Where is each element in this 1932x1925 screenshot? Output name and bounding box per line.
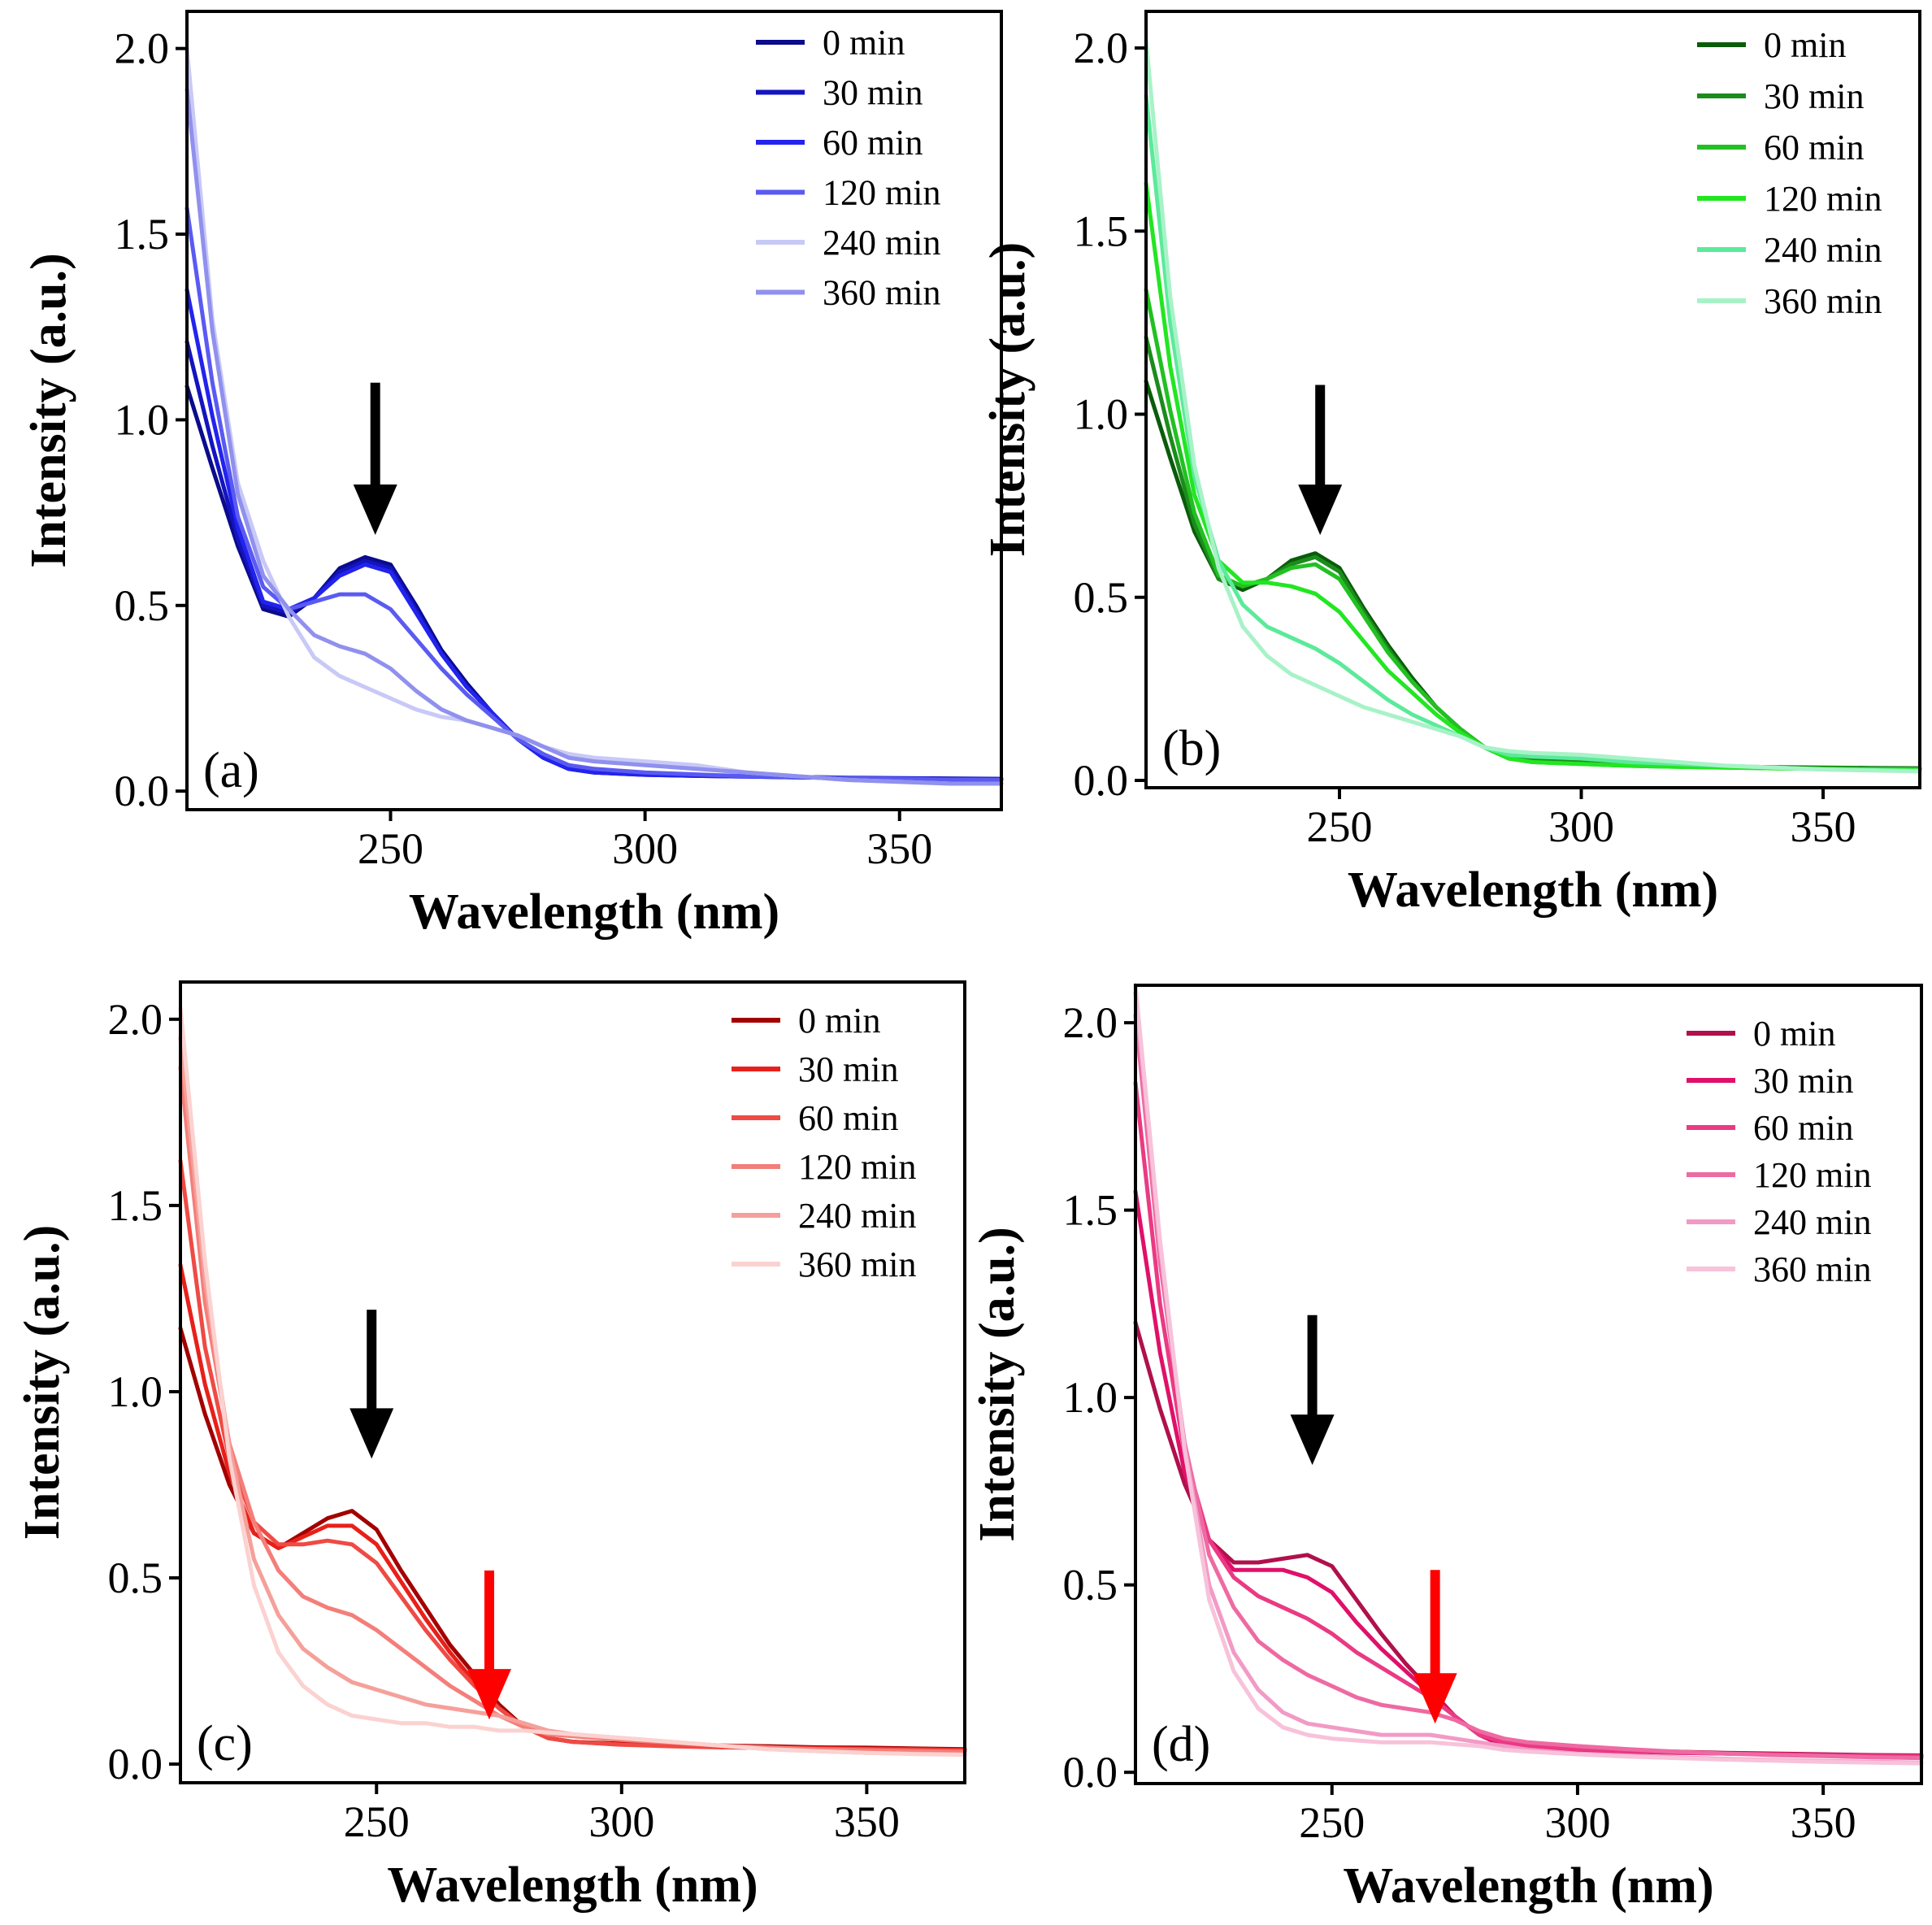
legend-label: 120 min xyxy=(823,173,940,213)
y-tick-label: 1.0 xyxy=(115,395,170,444)
y-tick-label: 0.0 xyxy=(1074,756,1129,805)
plot-frame xyxy=(185,10,1003,811)
series-line-30-min xyxy=(185,340,1004,781)
y-tick-label: 2.0 xyxy=(115,24,170,73)
chart-panel-a: 250 300 350 0.0 0.5 1.0 1.5 2.0 Wavelength (nm) I… xyxy=(21,10,1004,940)
y-axis-title: Intensity (a.u.) xyxy=(980,242,1035,558)
legend-label: 240 min xyxy=(1753,1202,1871,1242)
x-tick-label: 250 xyxy=(344,1797,410,1846)
x-tick-label: 300 xyxy=(612,824,678,873)
legend-label: 360 min xyxy=(798,1245,916,1284)
series-line-60-min xyxy=(185,288,1004,781)
y-tick-label: 0.5 xyxy=(115,581,170,630)
x-tick-label: 300 xyxy=(1548,802,1614,851)
series-line-360-min xyxy=(1144,38,1922,774)
y-tick-label: 1.5 xyxy=(1074,206,1129,255)
series-line-0-min xyxy=(1144,379,1922,771)
x-tick-label: 350 xyxy=(1791,802,1856,851)
series-line-360-min xyxy=(178,1006,967,1758)
legend-label: 360 min xyxy=(1753,1249,1871,1289)
legend-label: 60 min xyxy=(798,1098,898,1138)
series-line-0-min xyxy=(185,384,1004,781)
plot-frame xyxy=(1134,984,1923,1785)
annotation-arrow-head xyxy=(467,1669,511,1720)
legend-label: 360 min xyxy=(823,273,940,313)
legend-label: 120 min xyxy=(1764,179,1882,219)
legend-label: 0 min xyxy=(1753,1014,1835,1054)
x-axis-title: Wavelength (nm) xyxy=(1343,1858,1713,1914)
panel-label: (c) xyxy=(197,1716,253,1771)
y-tick-label: 0.5 xyxy=(1063,1561,1118,1610)
legend-label: 0 min xyxy=(1764,25,1846,65)
legend-label: 0 min xyxy=(798,1001,880,1041)
x-axis-title: Wavelength (nm) xyxy=(409,884,779,940)
annotation-arrow-head xyxy=(349,1408,394,1459)
y-tick-label: 1.5 xyxy=(108,1181,163,1230)
panel-label: (d) xyxy=(1152,1717,1210,1772)
legend-label: 0 min xyxy=(823,23,905,63)
chart-panel-c: 250 300 350 0.0 0.5 1.0 1.5 2.0 Wavelength (nm) I… xyxy=(15,980,967,1913)
legend-label: 30 min xyxy=(823,73,923,113)
annotation-arrow-head xyxy=(353,485,397,536)
y-tick-label: 2.0 xyxy=(108,995,163,1044)
x-tick-label: 350 xyxy=(834,1797,900,1846)
series-line-120-min xyxy=(1133,1013,1924,1761)
legend-label: 240 min xyxy=(823,223,940,263)
annotation-arrow-head xyxy=(1298,485,1343,536)
legend-label: 60 min xyxy=(1753,1108,1853,1148)
y-tick-label: 0.0 xyxy=(115,767,170,815)
y-tick-label: 1.5 xyxy=(115,210,170,259)
x-axis-title: Wavelength (nm) xyxy=(387,1858,758,1913)
legend-label: 60 min xyxy=(1764,128,1864,167)
y-tick-label: 1.0 xyxy=(108,1367,163,1416)
series-line-360-min xyxy=(185,87,1004,786)
legend-label: 360 min xyxy=(1764,281,1882,321)
legend-label: 240 min xyxy=(1764,230,1882,270)
panel-label: (b) xyxy=(1162,721,1221,776)
legend-label: 120 min xyxy=(798,1147,916,1187)
x-tick-label: 350 xyxy=(1791,1798,1856,1847)
legend-label: 240 min xyxy=(798,1196,916,1236)
series-line-0-min xyxy=(1133,1320,1924,1758)
y-axis-title: Intensity (a.u.) xyxy=(970,1227,1025,1542)
y-tick-label: 0.0 xyxy=(108,1740,163,1788)
legend-label: 120 min xyxy=(1753,1155,1871,1195)
series-line-360-min xyxy=(1133,983,1924,1766)
x-axis-title: Wavelength (nm) xyxy=(1348,863,1718,918)
legend-label: 30 min xyxy=(1764,76,1864,116)
x-tick-label: 250 xyxy=(358,824,423,873)
y-tick-label: 1.5 xyxy=(1063,1186,1118,1235)
y-axis-title: Intensity (a.u.) xyxy=(21,253,76,568)
annotation-arrow-head xyxy=(1413,1673,1457,1724)
x-tick-label: 250 xyxy=(1299,1798,1365,1847)
legend-label: 30 min xyxy=(1753,1061,1853,1101)
x-tick-label: 300 xyxy=(1544,1798,1610,1847)
chart-panel-b: 250 300 350 0.0 0.5 1.0 1.5 2.0 Wavelength (nm) I… xyxy=(980,10,1922,918)
y-tick-label: 2.0 xyxy=(1074,24,1129,72)
chart-panel-d: 250 300 350 0.0 0.5 1.0 1.5 2.0 Wavelength (nm) I… xyxy=(970,983,1924,1914)
y-tick-label: 0.5 xyxy=(108,1553,163,1602)
plot-frame xyxy=(1144,10,1921,789)
plot-frame xyxy=(179,980,966,1784)
y-tick-label: 1.0 xyxy=(1063,1373,1118,1422)
series-line-240-min xyxy=(178,1036,967,1757)
legend-label: 30 min xyxy=(798,1049,898,1089)
x-tick-label: 350 xyxy=(866,824,932,873)
series-line-60-min xyxy=(1144,287,1922,771)
series-line-120-min xyxy=(1144,181,1922,772)
y-tick-label: 1.0 xyxy=(1074,390,1129,439)
y-tick-label: 2.0 xyxy=(1063,998,1118,1047)
y-axis-title: Intensity (a.u.) xyxy=(15,1225,70,1540)
annotation-arrow-head xyxy=(1290,1414,1335,1466)
panel-label: (a) xyxy=(203,743,259,798)
y-tick-label: 0.0 xyxy=(1063,1748,1118,1797)
x-tick-label: 250 xyxy=(1307,802,1373,851)
series-line-30-min xyxy=(1144,335,1922,771)
y-tick-label: 0.5 xyxy=(1074,573,1129,622)
x-tick-label: 300 xyxy=(588,1797,654,1846)
legend-label: 60 min xyxy=(823,123,923,163)
